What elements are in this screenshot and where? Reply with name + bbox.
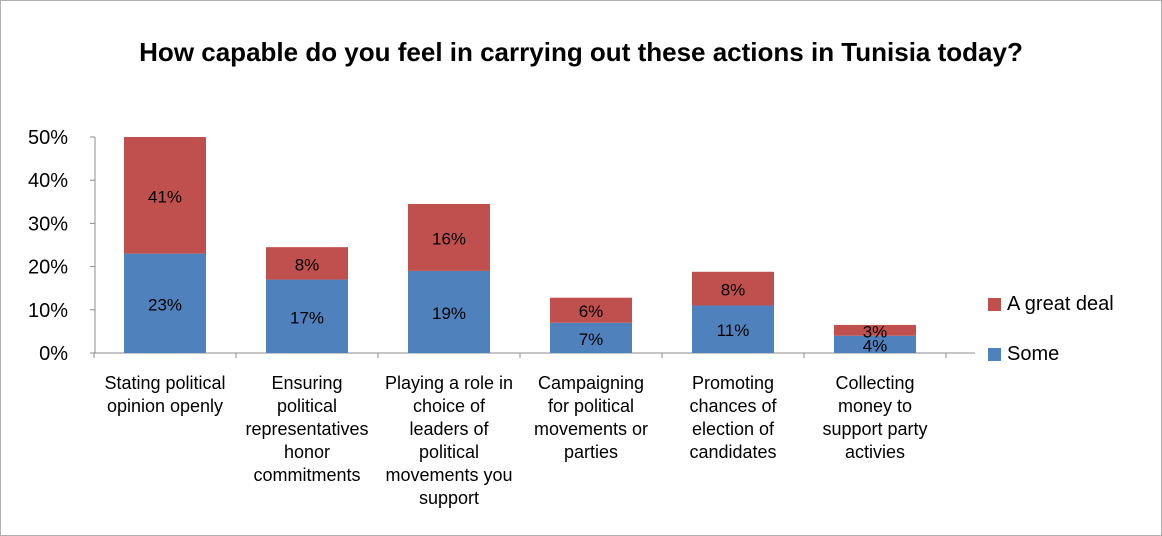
- legend-label-some: Some: [1007, 342, 1060, 365]
- y-tick-label: 10%: [28, 300, 68, 322]
- y-tick-label: 40%: [28, 170, 68, 192]
- x-category-label: Campaigning for political movements or part…: [533, 373, 649, 462]
- data-label-some: 11%: [717, 321, 750, 340]
- bar-a-great-deal: [550, 297, 632, 323]
- y-tick-label: 30%: [28, 213, 68, 235]
- legend-item-some: Some: [988, 340, 1114, 368]
- bar-some: [692, 305, 774, 353]
- bar-some: [550, 322, 632, 353]
- bar-a-great-deal: [266, 247, 348, 280]
- y-tick-label: 20%: [28, 257, 68, 279]
- data-label-a-great-deal: 3%: [863, 322, 888, 341]
- data-label-a-great-deal: 8%: [295, 255, 320, 274]
- legend-swatch-a-great-deal: [988, 297, 1001, 311]
- x-category-label: Stating political opinion openly: [104, 373, 226, 416]
- bar-a-great-deal: [692, 271, 774, 306]
- x-category-label: Ensuring political representatives honor com…: [245, 373, 369, 485]
- bar-some: [408, 270, 490, 353]
- legend-swatch-some: [988, 347, 1001, 361]
- bar-some: [124, 253, 206, 353]
- bar-some: [266, 279, 348, 353]
- x-category-label: Collecting money to support party activies: [822, 373, 928, 462]
- bar-some: [834, 335, 916, 353]
- bar-a-great-deal: [408, 203, 490, 271]
- data-label-some: 4%: [863, 336, 888, 355]
- legend-label-a-great-deal: A great deal: [1007, 292, 1114, 315]
- bar-a-great-deal: [834, 324, 916, 336]
- data-label-some: 7%: [579, 330, 604, 349]
- x-category-label: Promoting chances of election of candidates: [689, 373, 777, 462]
- chart-title: How capable do you feel in carrying out …: [139, 37, 1023, 67]
- data-label-a-great-deal: 41%: [148, 187, 182, 206]
- data-label-a-great-deal: 6%: [579, 302, 604, 321]
- x-category-label: Playing a role in choice of leaders of poli…: [384, 373, 514, 508]
- data-label-a-great-deal: 16%: [432, 229, 466, 248]
- data-label-some: 19%: [432, 304, 466, 323]
- y-tick-label: 0%: [39, 343, 68, 365]
- legend-item-a-great-deal: A great deal: [988, 290, 1114, 318]
- legend: A great deal Some: [988, 290, 1114, 390]
- data-label-some: 17%: [290, 308, 324, 327]
- y-tick-label: 50%: [28, 127, 68, 149]
- data-label-a-great-deal: 8%: [721, 281, 746, 300]
- data-label-some: 23%: [148, 295, 182, 314]
- bar-a-great-deal: [124, 137, 206, 254]
